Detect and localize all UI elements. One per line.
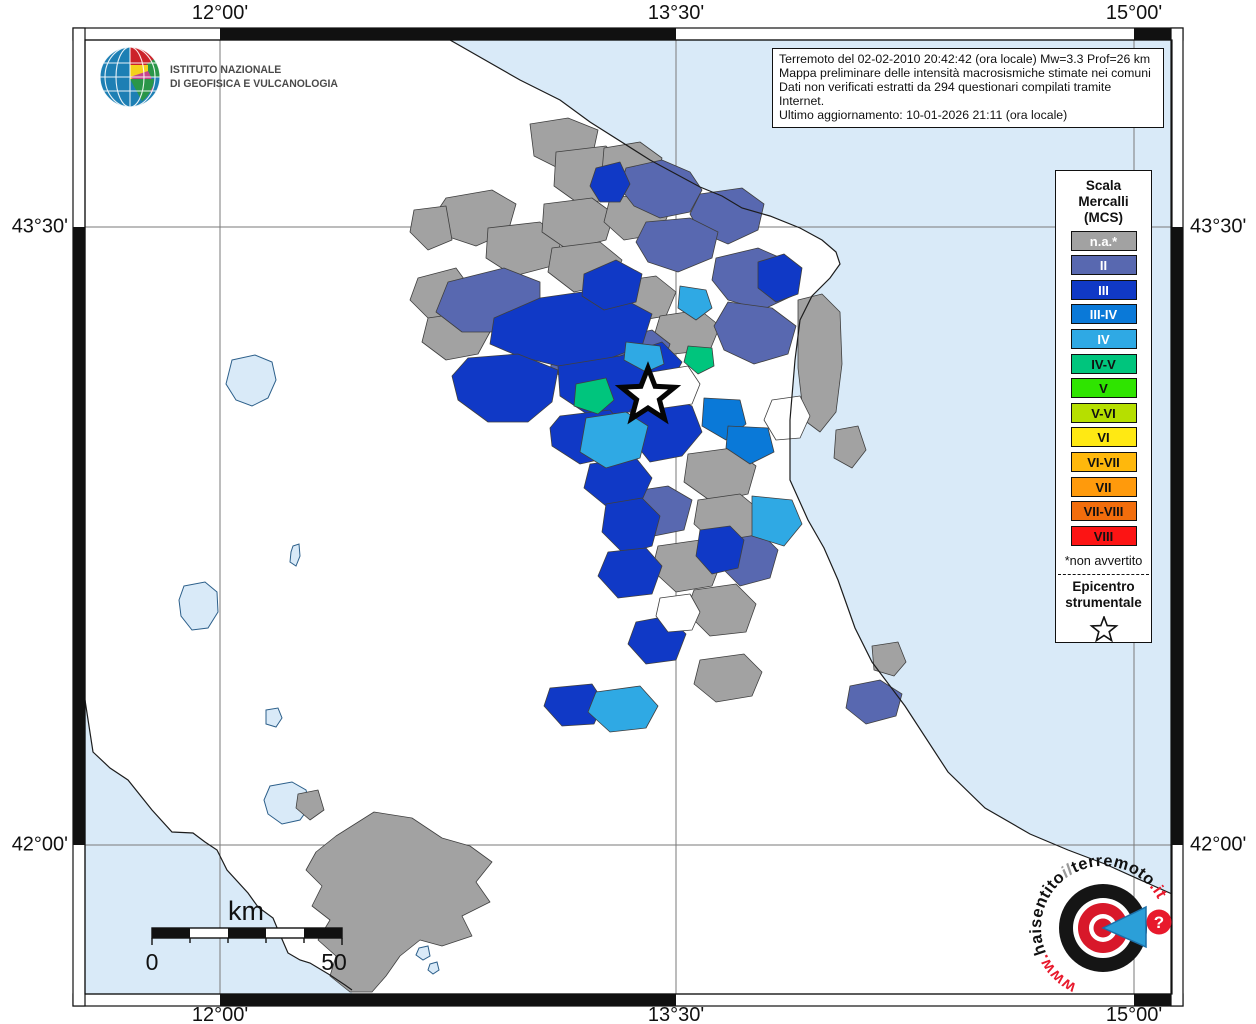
municipality-polygon [451,353,559,423]
legend-swatch-vi: VI [1070,427,1137,448]
legend-swatch-iv-v: IV-V [1070,353,1137,374]
axis-label-top-1330: 13°30' [647,2,705,24]
lake-bolsena [178,581,219,631]
municipality-polygon [683,345,715,375]
lake-trasimeno [225,354,277,407]
legend-footnote: *non avvertito [1064,553,1143,568]
municipality-polygon [845,679,903,725]
logo-text-terremoto: terremoto [1069,852,1159,889]
municipality-polygon [579,411,649,469]
municipalities [295,117,907,993]
ingv-globe-logo-icon [99,46,161,108]
municipality-polygon [573,377,615,415]
haisentitoilterremoto-logo: ? www.haisentitoilterremoto.it [1027,852,1172,997]
legend-epicenter-label: Epicentro strumentale [1056,579,1151,612]
logo-question-badge [1146,909,1172,935]
legend-title-line3: (MCS) [1084,210,1123,225]
scale-bar: km 0 50 [146,896,347,975]
scale-bar-end: 50 [321,949,347,975]
info-line-3: Dati non verificati estratti da 294 ques… [779,79,1112,108]
municipality-polygon [655,593,701,633]
municipality-polygon [295,789,325,821]
coastline [85,40,1172,991]
legend-swatch-vii-viii: VII-VIII [1070,501,1137,522]
ingv-line1: ISTITUTO NAZIONALE [170,64,282,76]
municipality-polygon [635,217,719,273]
legend-swatch-ii: II [1070,255,1137,276]
scale-bar-unit: km [228,896,264,926]
axis-label-bottom-1330: 13°30' [647,1004,705,1024]
legend-swatch-viii: VIII [1070,525,1137,546]
municipality-polygon [713,301,797,365]
lake-small-2 [427,961,440,975]
lakes [178,354,440,975]
lake-corbara [289,543,301,567]
logo-sound-cone-icon [1101,905,1147,949]
municipality-polygon [543,683,605,727]
municipality-polygon [695,525,745,575]
ingv-header-text: ISTITUTO NAZIONALE DI GEOFISICA E VULCAN… [170,63,338,91]
ingv-header: ISTITUTO NAZIONALE DI GEOFISICA E VULCAN… [98,45,347,109]
municipality-polygon [541,197,615,251]
municipality-polygon [677,285,713,321]
legend-swatch-na: n.a.* [1070,230,1137,251]
lake-small-1 [415,945,431,961]
municipality-polygon [725,425,775,465]
logo-question-mark-icon: ? [1154,913,1164,932]
axis-label-bottom-12: 12°00' [191,1004,249,1024]
legend-box: Scala Mercalli (MCS) n.a.* II III III-IV… [1055,170,1152,643]
legend-epicenter-line2: strumentale [1065,595,1142,611]
legend-swatch-iii-iv: III-IV [1070,304,1137,325]
info-line-1: Terremoto del 02-02-2010 20:42:42 (ora l… [779,52,1151,66]
tyrrhenian-sea [85,700,352,994]
municipality-polygon [757,253,803,303]
lake-bracciano [263,781,311,825]
axis-label-bottom-15: 15°00' [1105,1004,1163,1024]
legend-swatch-vii: VII [1070,476,1137,497]
municipality-polygon [797,293,843,433]
adriatic-sea [450,40,1172,894]
legend-swatch-iv: IV [1070,328,1137,349]
scale-bar-start: 0 [146,949,159,975]
municipality-polygon-rome [305,811,493,993]
municipality-polygon [871,641,907,677]
earthquake-info-box: Terremoto del 02-02-2010 20:42:42 (ora l… [772,48,1164,128]
municipality-polygon [601,497,661,555]
legend-swatch-v-vi: V-VI [1070,402,1137,423]
epicenter-star [614,361,682,425]
legend-epicenter-line1: Epicentro [1072,578,1135,594]
municipality-polygon [589,161,631,203]
municipality-polygon [751,495,803,547]
info-line-2: Mappa preliminare delle intensità macros… [779,65,1151,80]
legend-swatch-v: V [1070,378,1137,399]
municipality-polygon [597,547,663,599]
municipality-polygon [409,205,453,251]
axis-label-right-4200: 42°00' [1190,833,1247,856]
municipality-polygon [581,259,643,311]
municipality-polygon [833,425,867,469]
municipality-polygon [623,341,665,373]
legend-divider [1058,573,1149,575]
legend-star-wrap [1056,614,1151,649]
map-frame [72,27,1184,1007]
legend-swatch-iii: III [1070,279,1137,300]
axis-label-left-4330: 43°30' [11,215,68,238]
legend-title-line1: Scala [1085,178,1122,193]
axis-label-top-12: 12°00' [191,2,249,24]
info-line-4: Ultimo aggiornamento: 10-01-2026 21:11 (… [779,107,1068,122]
axis-label-left-4200: 42°00' [11,833,68,856]
legend-swatch-vi-vii: VI-VII [1070,451,1137,472]
epicenter-star-icon [1088,614,1119,643]
ingv-line2: DI GEOFISICA E VULCANOLOGIA [170,78,338,90]
legend-title: Scala Mercalli (MCS) [1056,178,1151,226]
legend-title-line2: Mercalli [1078,194,1129,209]
municipality-polygon [693,653,763,703]
axis-label-right-4330: 43°30' [1190,215,1247,238]
axis-label-top-15: 15°00' [1105,2,1163,24]
municipality-polygon [763,395,811,441]
municipality-polygon [587,685,659,733]
lake-vico [265,707,283,728]
